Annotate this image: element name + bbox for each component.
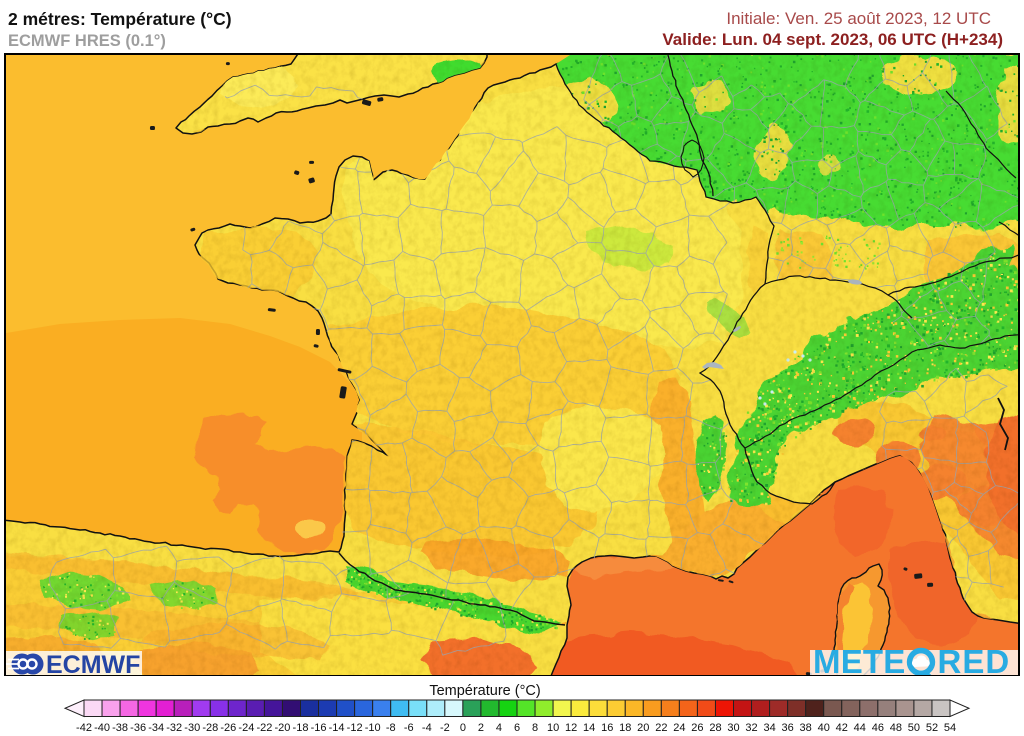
svg-text:-20: -20 <box>275 722 291 734</box>
svg-text:4: 4 <box>496 722 502 734</box>
svg-text:-16: -16 <box>311 722 327 734</box>
svg-text:52: 52 <box>926 722 938 734</box>
svg-text:26: 26 <box>691 722 703 734</box>
svg-text:-2: -2 <box>440 722 450 734</box>
svg-text:ECMWF: ECMWF <box>46 651 140 677</box>
svg-text:42: 42 <box>836 722 848 734</box>
svg-text:-28: -28 <box>202 722 218 734</box>
svg-text:-12: -12 <box>347 722 363 734</box>
svg-text:-6: -6 <box>404 722 414 734</box>
svg-text:METE: METE <box>813 643 905 677</box>
svg-text:-4: -4 <box>422 722 432 734</box>
svg-text:16: 16 <box>601 722 613 734</box>
svg-text:2: 2 <box>478 722 484 734</box>
svg-text:-32: -32 <box>166 722 182 734</box>
svg-text:0: 0 <box>460 722 466 734</box>
svg-text:20: 20 <box>637 722 649 734</box>
svg-text:50: 50 <box>908 722 920 734</box>
svg-text:-42: -42 <box>76 722 92 734</box>
svg-text:44: 44 <box>854 722 866 734</box>
svg-text:6: 6 <box>514 722 520 734</box>
svg-text:-22: -22 <box>256 722 272 734</box>
svg-text:RED: RED <box>938 643 1011 677</box>
svg-text:34: 34 <box>763 722 775 734</box>
svg-text:54: 54 <box>944 722 956 734</box>
svg-text:-40: -40 <box>94 722 110 734</box>
svg-text:-38: -38 <box>112 722 128 734</box>
svg-text:-26: -26 <box>220 722 236 734</box>
svg-text:18: 18 <box>619 722 631 734</box>
svg-text:14: 14 <box>583 722 595 734</box>
svg-text:46: 46 <box>872 722 884 734</box>
svg-text:-18: -18 <box>293 722 309 734</box>
svg-text:24: 24 <box>673 722 685 734</box>
svg-text:40: 40 <box>818 722 830 734</box>
svg-text:-30: -30 <box>184 722 200 734</box>
svg-text:10: 10 <box>547 722 559 734</box>
svg-text:28: 28 <box>709 722 721 734</box>
svg-text:30: 30 <box>727 722 739 734</box>
svg-text:22: 22 <box>655 722 667 734</box>
svg-text:36: 36 <box>782 722 794 734</box>
svg-text:12: 12 <box>565 722 577 734</box>
svg-text:32: 32 <box>745 722 757 734</box>
svg-text:-34: -34 <box>148 722 164 734</box>
svg-text:-8: -8 <box>386 722 396 734</box>
svg-text:-10: -10 <box>365 722 381 734</box>
svg-text:-14: -14 <box>329 722 345 734</box>
svg-text:8: 8 <box>532 722 538 734</box>
svg-text:-36: -36 <box>130 722 146 734</box>
svg-text:Température (°C): Température (°C) <box>429 683 540 699</box>
svg-text:-24: -24 <box>238 722 254 734</box>
svg-text:48: 48 <box>890 722 902 734</box>
svg-text:38: 38 <box>800 722 812 734</box>
